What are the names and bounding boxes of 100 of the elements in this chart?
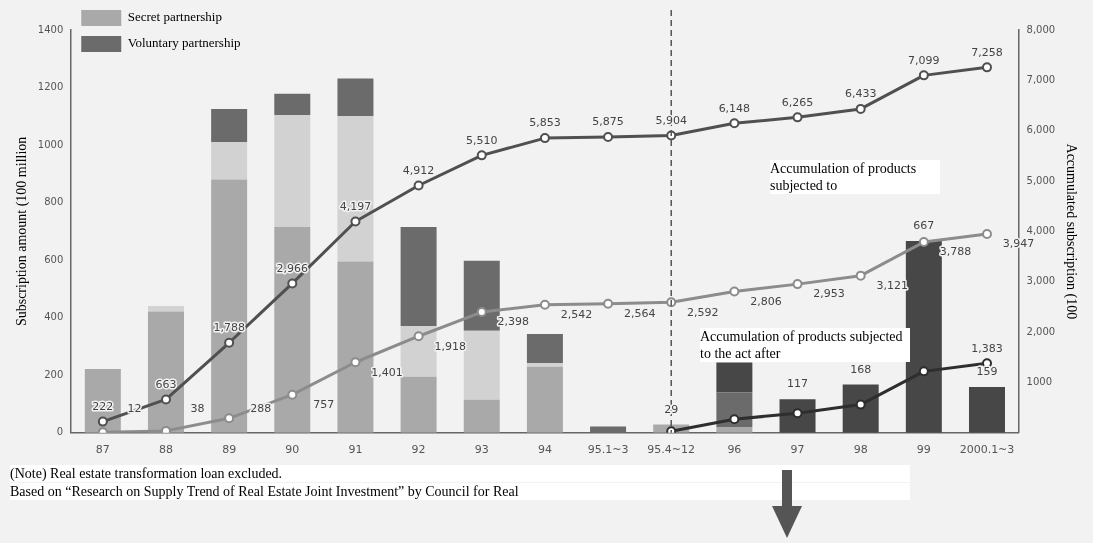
legend-label: Voluntary partnership [127, 35, 241, 51]
point [413, 180, 424, 191]
point [97, 416, 108, 427]
bar [400, 376, 437, 433]
x-tick-label: 99 [916, 443, 931, 457]
point [729, 414, 740, 425]
data-label: 4,912 [402, 163, 435, 177]
data-label: 1,401 [371, 365, 403, 379]
data-label: 29 [664, 402, 679, 416]
point [918, 70, 929, 81]
point [539, 133, 550, 144]
bar [337, 261, 374, 433]
x-tick-label: 98 [853, 443, 868, 457]
x-tick-label: 87 [95, 443, 110, 457]
point [160, 425, 171, 433]
y2-tick-label: 6,000 [1026, 124, 1056, 136]
bar [211, 109, 248, 143]
point [413, 331, 424, 342]
bar [463, 399, 500, 433]
data-label: 38 [190, 402, 205, 416]
annotation: Accumulation of products subjected to [770, 160, 940, 194]
y2-tick-label: 3,000 [1026, 275, 1056, 287]
data-label: 5,904 [655, 113, 687, 127]
data-label: 5,853 [529, 116, 561, 130]
x-tick-label: 97 [790, 443, 805, 457]
data-label: 117 [787, 377, 809, 391]
annotation: Accumulation of products subjected to the act after [700, 328, 910, 362]
point [476, 150, 487, 161]
point [982, 229, 992, 240]
x-tick-label: 89 [222, 443, 237, 457]
y2-tick-label: 8,000 [1026, 23, 1056, 35]
data-label: 159 [976, 365, 998, 379]
bar [400, 326, 437, 377]
point [918, 237, 929, 248]
point [224, 413, 235, 424]
bar [337, 116, 374, 262]
point [539, 299, 550, 310]
data-label: 2,592 [687, 305, 719, 319]
data-label: 2,953 [813, 287, 845, 301]
bar [716, 362, 753, 393]
y2-tick-label: 5,000 [1026, 174, 1056, 186]
data-label: 6,148 [718, 101, 751, 115]
point [792, 112, 803, 123]
point [855, 103, 866, 114]
y2-tick-label: 4,000 [1026, 224, 1056, 236]
data-label: 2,806 [750, 294, 782, 308]
data-label: 5,510 [466, 133, 498, 147]
text: (Note) Real estate transformation loan excluded. [10, 465, 910, 482]
bar [211, 179, 248, 433]
point [729, 286, 740, 297]
point [855, 270, 866, 281]
point [350, 357, 361, 368]
y-tick-label: 800 [44, 196, 64, 208]
x-tick-label: 91 [348, 443, 363, 457]
bar [147, 311, 184, 433]
bar [526, 334, 563, 364]
x-tick-label: 88 [158, 443, 173, 457]
point [792, 279, 803, 290]
bar [147, 305, 184, 312]
point [287, 389, 298, 400]
bar [337, 78, 374, 117]
bar [526, 366, 563, 433]
data-label: 2,542 [560, 308, 593, 322]
point [729, 118, 740, 129]
y-tick-label: 200 [44, 368, 64, 380]
y-tick-label: 1000 [37, 138, 64, 150]
y2-tick-label: 2,000 [1026, 325, 1056, 337]
text: Based on “Research on Supply Trend of Real Estate Joint Investment” by Council for Real [10, 483, 910, 500]
point [603, 298, 614, 309]
bar [969, 387, 1005, 433]
y-tick-label: 600 [44, 253, 64, 265]
bar [211, 142, 248, 180]
x-tick-label: 92 [411, 443, 426, 457]
point [350, 216, 361, 227]
bar [526, 363, 563, 367]
y2-axis-title: Accumulated subscription (100 [1062, 143, 1079, 320]
y2-tick-label: 7,000 [1026, 73, 1056, 85]
data-label: 3,121 [876, 279, 909, 293]
x-tick-label: 95.1~3 [587, 443, 629, 457]
data-label: 4,197 [339, 199, 372, 213]
data-label: 667 [913, 219, 935, 233]
data-label: 168 [850, 362, 872, 376]
y-axis-title: Subscription amount (100 million [14, 136, 31, 327]
x-tick-label: 90 [285, 443, 300, 457]
data-label: 757 [313, 398, 335, 412]
y-tick-label: 0 [56, 426, 64, 438]
data-label: 5,875 [592, 115, 624, 129]
bar [905, 240, 942, 433]
legend-label: Secret partnership [127, 9, 222, 25]
data-label: 2,564 [623, 307, 656, 321]
data-label: 6,265 [781, 95, 814, 109]
point [855, 399, 866, 410]
data-label: 6,433 [844, 87, 877, 101]
point [603, 131, 614, 142]
x-tick-label: 96 [727, 443, 742, 457]
data-label: 7,258 [971, 45, 1003, 59]
data-label: 1,383 [971, 341, 1003, 355]
x-tick-label: 95.4~12 [647, 443, 696, 457]
y-tick-label: 1400 [37, 23, 64, 35]
point [982, 62, 992, 73]
